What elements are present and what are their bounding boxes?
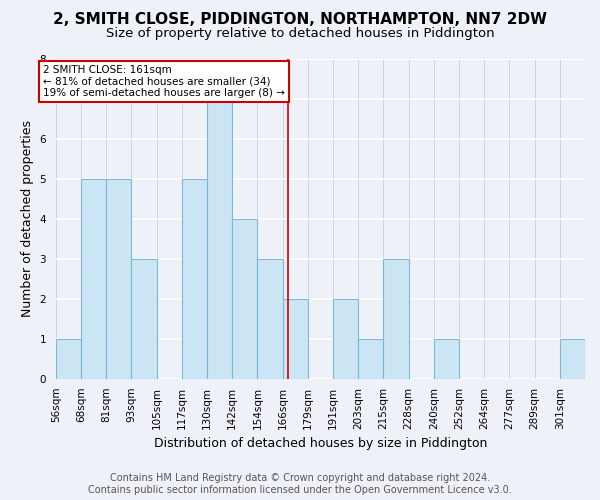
Y-axis label: Number of detached properties: Number of detached properties <box>21 120 34 318</box>
Bar <box>131 259 157 379</box>
Text: Contains HM Land Registry data © Crown copyright and database right 2024.
Contai: Contains HM Land Registry data © Crown c… <box>88 474 512 495</box>
Bar <box>283 299 308 379</box>
X-axis label: Distribution of detached houses by size in Piddington: Distribution of detached houses by size … <box>154 437 487 450</box>
Bar <box>56 339 81 379</box>
Bar <box>358 339 383 379</box>
Bar <box>434 339 459 379</box>
Text: Size of property relative to detached houses in Piddington: Size of property relative to detached ho… <box>106 28 494 40</box>
Bar <box>257 259 283 379</box>
Bar <box>106 179 131 379</box>
Bar <box>182 179 207 379</box>
Bar <box>207 99 232 379</box>
Bar <box>232 219 257 379</box>
Bar <box>383 259 409 379</box>
Bar <box>81 179 106 379</box>
Bar <box>560 339 585 379</box>
Text: 2 SMITH CLOSE: 161sqm
← 81% of detached houses are smaller (34)
19% of semi-deta: 2 SMITH CLOSE: 161sqm ← 81% of detached … <box>43 65 284 98</box>
Text: 2, SMITH CLOSE, PIDDINGTON, NORTHAMPTON, NN7 2DW: 2, SMITH CLOSE, PIDDINGTON, NORTHAMPTON,… <box>53 12 547 28</box>
Bar <box>333 299 358 379</box>
